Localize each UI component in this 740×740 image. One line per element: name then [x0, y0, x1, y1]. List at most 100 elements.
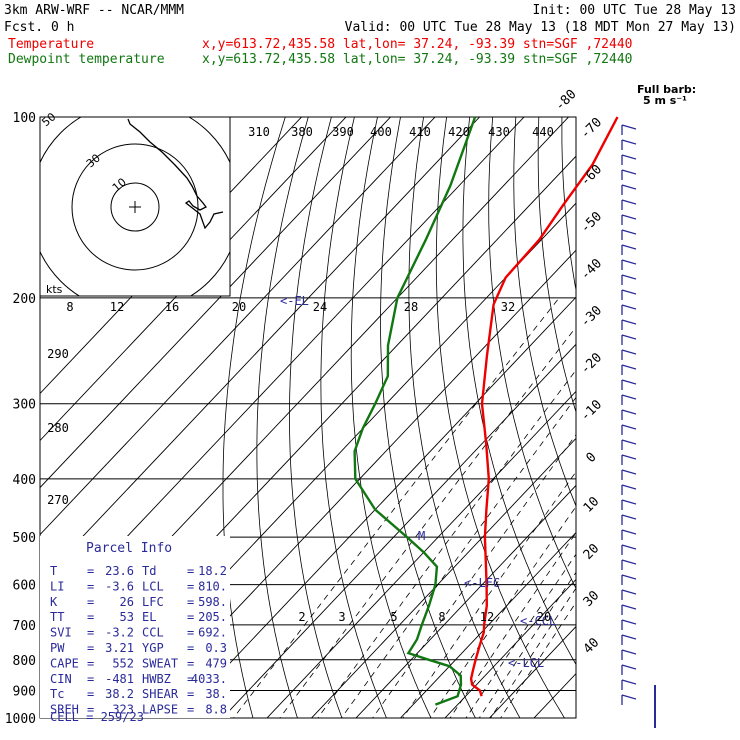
parcel-key-left: CAPE: [50, 656, 79, 670]
parcel-eq-right: =: [187, 672, 194, 686]
dry-adiabat: [537, 117, 576, 414]
mixing-ratio-line: [340, 396, 576, 718]
isotherm-label: -80: [552, 87, 579, 114]
parcel-val-left: -481: [105, 672, 134, 686]
dewpoint-legend: Dewpoint temperature: [8, 52, 165, 67]
parcel-eq-right: =: [187, 641, 194, 655]
isotherm-label: 20: [581, 541, 603, 563]
theta-label: 270: [47, 493, 69, 507]
parcel-val-right: 205.: [198, 610, 227, 624]
isotherm-line: [488, 625, 576, 718]
parcel-key-right: LAPSE: [142, 703, 178, 717]
mixing-ratio-label: 5: [390, 610, 397, 624]
parcel-key-left: PW: [50, 641, 65, 655]
parcel-eq-right: =: [187, 626, 194, 640]
ccl-marker: <-CCL: [520, 614, 556, 628]
parcel-key-left: SVI: [50, 626, 72, 640]
wind-barb: [621, 634, 637, 640]
theta-label: 280: [47, 421, 69, 435]
isotherm-label: -20: [578, 350, 605, 377]
parcel-key-left: K: [50, 595, 58, 609]
wind-barbs: [621, 124, 656, 728]
dry-adiabat: [320, 117, 387, 718]
pressure-label-100: 100: [13, 111, 36, 126]
wind-barb: [621, 679, 637, 685]
dry-adiabat: [256, 117, 309, 718]
parcel-eq-left: =: [87, 595, 94, 609]
isotherm-label: 0: [583, 450, 599, 466]
parcel-eq-right: =: [187, 610, 194, 624]
parcel-val-right: 810.: [198, 579, 227, 593]
wind-barb: [621, 589, 637, 595]
parcel-info-box: Parcel Info T = 23.6 Td = 18.2 LI = -3.6 LCL = 810.…: [40, 536, 230, 724]
parcel-info-title: Parcel Info: [86, 541, 172, 556]
mixing-ratio-label: 28: [404, 300, 418, 314]
mixing-ratio-line: [279, 326, 576, 718]
parcel-val-right: 4033.: [191, 672, 227, 686]
parcel-val-right: 8.8: [205, 703, 227, 717]
wind-barb: [621, 394, 637, 400]
pressure-label-500: 500: [13, 531, 36, 546]
wind-barb: [621, 199, 637, 205]
pressure-label-900: 900: [13, 684, 36, 699]
parcel-val-right: 598.: [198, 595, 227, 609]
dry-adiabat: [408, 117, 521, 718]
parcel-key-left: CIN: [50, 672, 72, 686]
mixing-ratio-label: 24: [313, 300, 327, 314]
mixing-ratio-line: [429, 505, 576, 718]
wind-barb: [621, 694, 637, 700]
wind-barb: [621, 604, 637, 610]
isotherm-line: [355, 484, 576, 718]
isotherm-label: -70: [578, 115, 605, 142]
isotherm-label: -10: [578, 397, 605, 424]
theta-label: 440: [532, 125, 554, 139]
isotherm-line: [444, 578, 576, 718]
theta-label: 420: [448, 125, 470, 139]
wind-barb: [621, 469, 637, 475]
temperature-profile: [469, 116, 619, 697]
wind-barb: [621, 139, 637, 145]
isotherm-label: -40: [578, 256, 605, 283]
barb-key-line2: 5 m s⁻¹: [643, 94, 687, 107]
parcel-eq-left: =: [87, 641, 94, 655]
parcel-val-right: 18.2: [198, 564, 227, 578]
hodograph-units: kts: [46, 283, 63, 296]
parcel-eq-left: =: [87, 610, 94, 624]
isotherm-line: [310, 437, 576, 718]
dry-adiabat-grid: [222, 117, 740, 731]
pressure-label-600: 600: [13, 579, 36, 594]
mixing-ratio-label: 32: [501, 300, 515, 314]
pressure-label-300: 300: [13, 398, 36, 413]
mixing-ratio-label: 2: [298, 610, 305, 624]
wind-barb: [621, 619, 637, 625]
mixing-ratio-label: 16: [165, 300, 179, 314]
wind-barb: [621, 124, 637, 130]
parcel-key-right: Td: [142, 564, 156, 578]
wind-barb: [621, 334, 637, 340]
wind-barb: [621, 664, 637, 670]
hodograph-ring-inner: [110, 182, 160, 232]
wind-barb: [621, 379, 637, 385]
temperature-location: x,y=613.72,435.58 lat,lon= 37.24, -93.39…: [202, 37, 632, 52]
barb-key-line1: Full barb:: [637, 83, 696, 96]
wind-barb: [621, 184, 637, 190]
dry-adiabat: [513, 117, 576, 508]
dry-adiabat: [488, 117, 576, 590]
wind-barb: [621, 499, 637, 505]
m-marker: M: [418, 529, 425, 543]
wind-barb: [621, 409, 637, 415]
parcel-val-right: 38.: [205, 687, 227, 701]
parcel-val-left: -3.6: [105, 579, 134, 593]
isotherm-label: -50: [578, 209, 605, 236]
mixing-ratio-label: 8: [66, 300, 73, 314]
dry-adiabat: [723, 117, 740, 731]
hodograph-trace: [127, 118, 224, 230]
mixing-ratio-labels: 8 12 16 20 24 28 32 2 3 5 8 12 20: [66, 300, 551, 624]
mixing-ratio-label: 3: [338, 610, 345, 624]
isotherm-line: [40, 117, 436, 536]
isotherm-line: [221, 343, 576, 718]
pressure-label-800: 800: [13, 654, 36, 669]
parcel-val-left: 323: [112, 703, 134, 717]
dry-adiabat: [350, 117, 432, 718]
